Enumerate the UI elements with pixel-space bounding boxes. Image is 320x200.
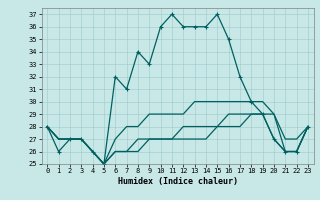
X-axis label: Humidex (Indice chaleur): Humidex (Indice chaleur) <box>118 177 237 186</box>
